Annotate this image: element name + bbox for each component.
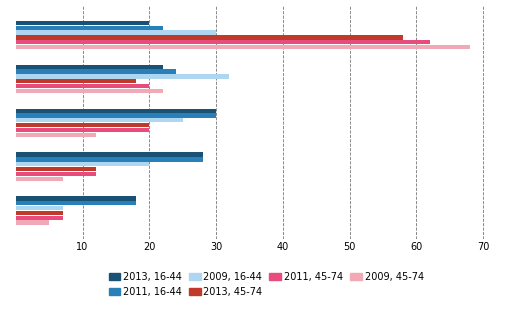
Bar	[16, 167, 96, 171]
Bar	[16, 196, 136, 201]
Bar	[16, 21, 149, 25]
Bar	[16, 123, 149, 127]
Bar	[16, 79, 136, 83]
Bar	[16, 118, 183, 122]
Bar	[16, 65, 163, 69]
Bar	[16, 152, 203, 157]
Bar	[16, 74, 229, 78]
Bar	[16, 45, 470, 49]
Bar	[16, 84, 149, 88]
Bar	[16, 26, 163, 30]
Bar	[16, 109, 216, 113]
Bar	[16, 35, 403, 39]
Bar	[16, 201, 136, 205]
Bar	[16, 133, 96, 137]
Legend: 2013, 16-44, 2011, 16-44, 2009, 16-44, 2013, 45-74, 2011, 45-74, 2009, 45-74: 2013, 16-44, 2011, 16-44, 2009, 16-44, 2…	[109, 272, 424, 297]
Bar	[16, 211, 63, 215]
Bar	[16, 176, 63, 181]
Bar	[16, 157, 203, 162]
Bar	[16, 220, 49, 225]
Bar	[16, 215, 63, 220]
Bar	[16, 89, 163, 93]
Bar	[16, 172, 96, 176]
Bar	[16, 30, 216, 35]
Bar	[16, 40, 430, 44]
Bar	[16, 128, 149, 132]
Bar	[16, 162, 149, 166]
Bar	[16, 113, 216, 118]
Bar	[16, 206, 63, 210]
Bar	[16, 69, 176, 74]
